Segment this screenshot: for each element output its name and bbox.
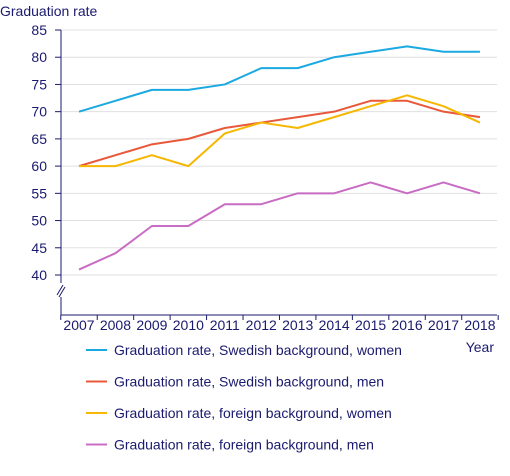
x-axis-label: Year xyxy=(466,339,495,355)
y-tick-label: 40 xyxy=(31,267,47,283)
legend-label-2: Graduation rate, Swedish background, men xyxy=(114,374,384,390)
gridlines xyxy=(61,29,497,276)
series-line-2 xyxy=(78,99,481,168)
y-tick-labels: 40 45 50 55 60 65 70 75 80 85 xyxy=(31,22,47,283)
x-tick-labels: 2007 2008 2009 2010 2011 2012 2013 2014 2015 2016… xyxy=(63,317,495,333)
x-tick-label: 2011 xyxy=(210,317,240,333)
x-tick-label: 2017 xyxy=(428,317,459,333)
x-tick-label: 2016 xyxy=(391,317,422,333)
axis-break-mark xyxy=(56,284,64,296)
x-tick-label: 2018 xyxy=(464,317,495,333)
y-tick-label: 70 xyxy=(31,104,47,120)
y-axis-label: Graduation rate xyxy=(0,3,97,19)
y-tick-label: 75 xyxy=(31,76,47,92)
y-tick-label: 65 xyxy=(31,131,47,147)
y-tick-label: 55 xyxy=(31,185,47,201)
series-line-4 xyxy=(78,181,481,271)
axis-break-mark xyxy=(58,286,66,298)
legend: Graduation rate, Swedish background, wom… xyxy=(86,342,402,453)
x-tick-label: 2014 xyxy=(319,317,350,333)
y-tick-label: 45 xyxy=(31,240,47,256)
y-tick-label: 85 xyxy=(31,22,47,38)
x-tick-label: 2010 xyxy=(173,317,204,333)
legend-label-1: Graduation rate, Swedish background, wom… xyxy=(114,342,402,358)
y-tick-label: 60 xyxy=(31,158,47,174)
x-tick-label: 2013 xyxy=(282,317,313,333)
axes xyxy=(55,29,499,320)
legend-label-3: Graduation rate, foreign background, wom… xyxy=(114,405,392,421)
series-lines xyxy=(78,45,481,271)
x-tick-label: 2007 xyxy=(63,317,94,333)
y-tick-label: 80 xyxy=(31,49,47,65)
x-tick-label: 2015 xyxy=(355,317,386,333)
series-line-3 xyxy=(79,94,481,168)
y-tick-label: 50 xyxy=(31,213,47,229)
x-tick-label: 2009 xyxy=(136,317,167,333)
series-line-1 xyxy=(78,45,480,113)
legend-label-4: Graduation rate, foreign background, men xyxy=(114,437,374,453)
x-tick-label: 2012 xyxy=(246,317,277,333)
x-tick-label: 2008 xyxy=(100,317,131,333)
